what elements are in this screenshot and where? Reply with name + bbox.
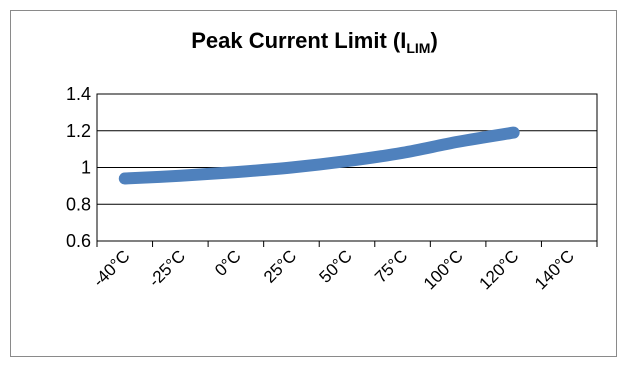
chart-title-subscript: LIM (406, 40, 431, 56)
y-tick-label-3: 1.2 (66, 121, 91, 141)
x-tick-label-3: 25°C (260, 246, 300, 286)
x-tick-label-2: 0°C (211, 246, 245, 280)
x-tick-label-8: 140°C (531, 246, 578, 293)
y-tick-label-4: 1.4 (66, 84, 91, 104)
series-group (118, 126, 520, 185)
gridlines (97, 93, 597, 242)
x-tick-label-7: 120°C (476, 246, 523, 293)
plot-area-border (96, 93, 598, 242)
x-tick-label-0: -40°C (89, 246, 133, 290)
chart-title-main: Peak Current Limit (I (191, 28, 407, 53)
x-axis-ticks: -40°C -25°C 0°C 25°C 50°C 75°C 100°C 120°C 140°C (89, 241, 598, 293)
chart-frame (10, 10, 617, 357)
x-tick-label-6: 100°C (420, 246, 467, 293)
y-tick-label-0: 0.6 (66, 231, 91, 251)
y-axis-tick-labels: 0.6 0.8 1 1.2 1.4 (66, 84, 91, 251)
y-tick-label-1: 0.8 (66, 194, 91, 214)
x-tick-label-5: 75°C (371, 246, 411, 286)
y-tick-label-2: 1 (81, 158, 91, 178)
x-tick-label-1: -25°C (145, 246, 189, 290)
chart-title-suffix: ) (430, 28, 438, 53)
chart-title: Peak Current Limit (ILIM) (0, 28, 629, 56)
x-tick-label-4: 50°C (316, 246, 356, 286)
series-line-0 (118, 126, 520, 185)
